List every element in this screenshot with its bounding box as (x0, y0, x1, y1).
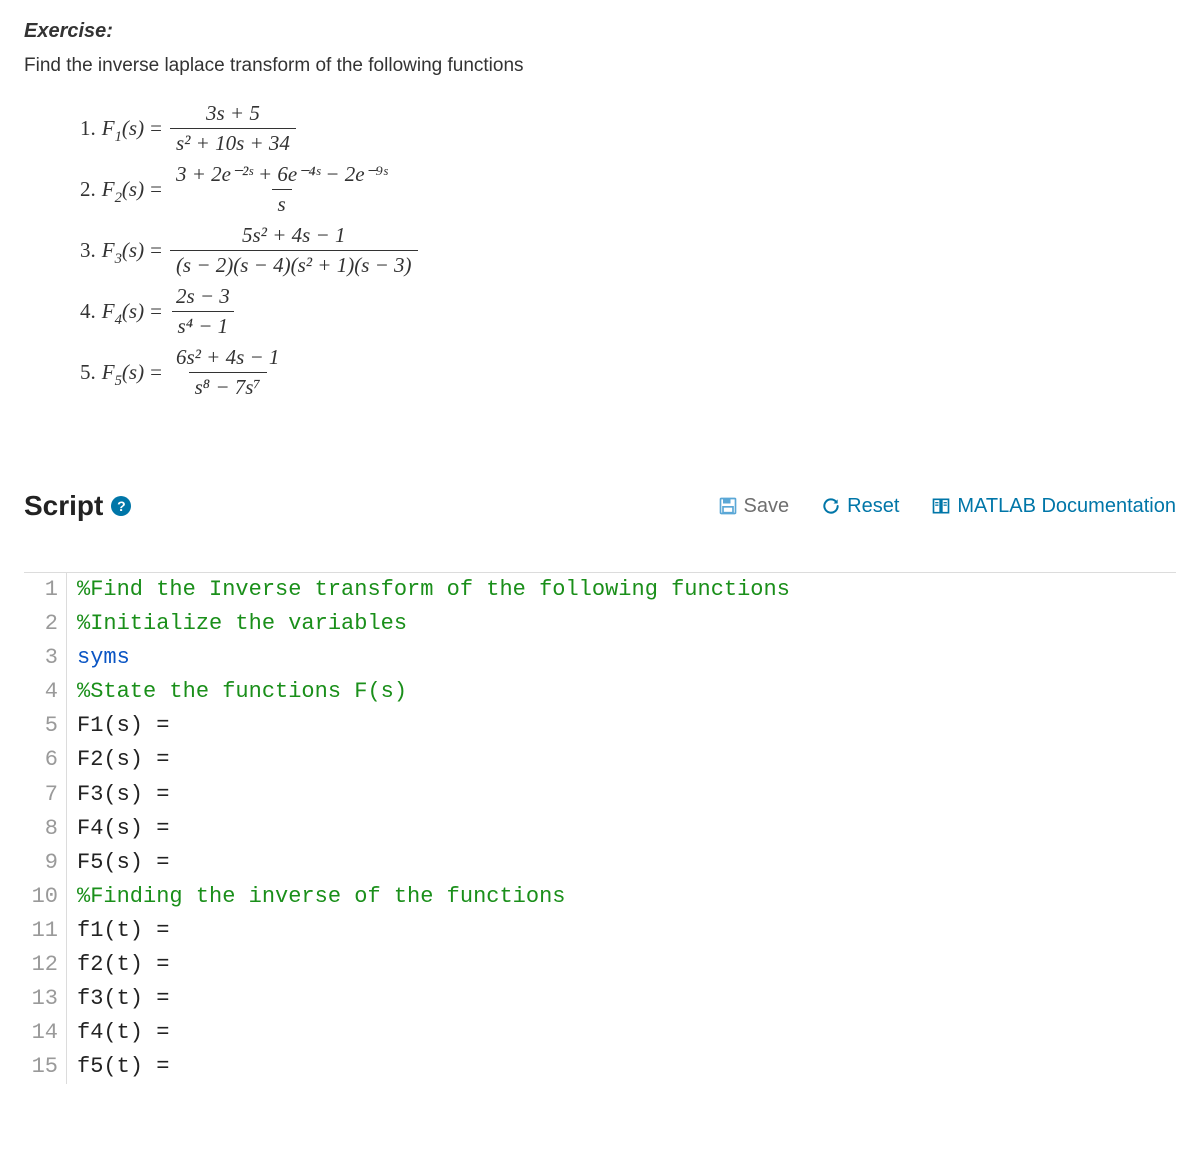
fraction-denominator: (s − 2)(s − 4)(s² + 1)(s − 3) (170, 250, 418, 278)
equation-lhs: F4(s) (102, 299, 144, 324)
code-line[interactable]: 13f3(t) = (24, 982, 1176, 1016)
line-number: 2 (24, 607, 67, 641)
code-text[interactable]: %Finding the inverse of the functions (67, 880, 565, 914)
equation-index: 2. (80, 177, 96, 202)
equation-row: 3.F3(s)= 5s² + 4s − 1(s − 2)(s − 4)(s² + … (80, 223, 1176, 278)
code-text[interactable]: %State the functions F(s) (67, 675, 407, 709)
fraction-denominator: s (272, 189, 292, 217)
code-text[interactable]: f3(t) = (67, 982, 169, 1016)
fraction-denominator: s⁸ − 7s⁷ (189, 372, 267, 400)
docs-button[interactable]: MATLAB Documentation (931, 495, 1176, 518)
exercise-prompt: Find the inverse laplace transform of th… (24, 55, 1176, 77)
fraction-numerator: 3 + 2e⁻²ˢ + 6e⁻⁴ˢ − 2e⁻⁹ˢ (170, 162, 393, 189)
code-text[interactable]: F1(s) = (67, 709, 169, 743)
equation-lhs: F3(s) (102, 238, 144, 263)
fraction-numerator: 5s² + 4s − 1 (236, 223, 351, 250)
fraction-numerator: 6s² + 4s − 1 (170, 345, 285, 372)
line-number: 6 (24, 743, 67, 777)
code-text[interactable]: %Initialize the variables (67, 607, 407, 641)
reset-label: Reset (847, 495, 899, 518)
equation-row: 5.F5(s)= 6s² + 4s − 1s⁸ − 7s⁷ (80, 345, 1176, 400)
script-actions: Save Reset MATLAB Documenta (718, 495, 1176, 518)
code-line[interactable]: 9F5(s) = (24, 846, 1176, 880)
exercise-heading: Exercise: (24, 20, 1176, 43)
code-line[interactable]: 14f4(t) = (24, 1016, 1176, 1050)
equation-row: 4.F4(s)= 2s − 3s⁴ − 1 (80, 284, 1176, 339)
fraction-numerator: 2s − 3 (170, 284, 236, 311)
fraction: 5s² + 4s − 1(s − 2)(s − 4)(s² + 1)(s − 3… (170, 223, 418, 278)
code-line[interactable]: 3syms (24, 641, 1176, 675)
equation-index: 4. (80, 299, 96, 324)
equals-sign: = (150, 299, 162, 324)
help-icon[interactable]: ? (111, 496, 131, 516)
fraction: 2s − 3s⁴ − 1 (170, 284, 236, 339)
line-number: 13 (24, 982, 67, 1016)
code-text[interactable]: F5(s) = (67, 846, 169, 880)
fraction-numerator: 3s + 5 (200, 101, 266, 128)
equation-row: 2.F2(s)= 3 + 2e⁻²ˢ + 6e⁻⁴ˢ − 2e⁻⁹ˢs (80, 162, 1176, 217)
code-line[interactable]: 7F3(s) = (24, 778, 1176, 812)
save-button[interactable]: Save (718, 495, 790, 518)
equals-sign: = (150, 360, 162, 385)
code-line[interactable]: 5F1(s) = (24, 709, 1176, 743)
script-header: Script ? Save Reset (24, 490, 1176, 522)
fraction-denominator: s⁴ − 1 (172, 311, 235, 339)
line-number: 14 (24, 1016, 67, 1050)
docs-label: MATLAB Documentation (957, 495, 1176, 518)
code-text[interactable]: F4(s) = (67, 812, 169, 846)
code-text[interactable]: f2(t) = (67, 948, 169, 982)
equals-sign: = (150, 238, 162, 263)
equation-index: 3. (80, 238, 96, 263)
code-line[interactable]: 4%State the functions F(s) (24, 675, 1176, 709)
equation-index: 1. (80, 116, 96, 141)
book-icon (931, 496, 951, 516)
equation-row: 1.F1(s)= 3s + 5s² + 10s + 34 (80, 101, 1176, 156)
code-line[interactable]: 2%Initialize the variables (24, 607, 1176, 641)
code-text[interactable]: F3(s) = (67, 778, 169, 812)
reset-button[interactable]: Reset (821, 495, 899, 518)
code-line[interactable]: 10%Finding the inverse of the functions (24, 880, 1176, 914)
code-line[interactable]: 8F4(s) = (24, 812, 1176, 846)
code-text[interactable]: f5(t) = (67, 1050, 169, 1084)
equation-list: 1.F1(s)=3s + 5s² + 10s + 342.F2(s)=3 + 2… (80, 101, 1176, 400)
code-editor[interactable]: 1%Find the Inverse transform of the foll… (24, 572, 1176, 1084)
code-text[interactable]: F2(s) = (67, 743, 169, 777)
equals-sign: = (150, 116, 162, 141)
line-number: 8 (24, 812, 67, 846)
code-text[interactable]: f4(t) = (67, 1016, 169, 1050)
equation-lhs: F5(s) (102, 360, 144, 385)
line-number: 12 (24, 948, 67, 982)
code-line[interactable]: 12f2(t) = (24, 948, 1176, 982)
line-number: 15 (24, 1050, 67, 1084)
line-number: 9 (24, 846, 67, 880)
line-number: 10 (24, 880, 67, 914)
fraction: 6s² + 4s − 1s⁸ − 7s⁷ (170, 345, 285, 400)
reset-icon (821, 496, 841, 516)
equation-lhs: F2(s) (102, 177, 144, 202)
line-number: 1 (24, 573, 67, 607)
equation-index: 5. (80, 360, 96, 385)
fraction: 3s + 5s² + 10s + 34 (170, 101, 296, 156)
save-icon (718, 496, 738, 516)
line-number: 7 (24, 778, 67, 812)
code-line[interactable]: 15f5(t) = (24, 1050, 1176, 1084)
line-number: 11 (24, 914, 67, 948)
fraction: 3 + 2e⁻²ˢ + 6e⁻⁴ˢ − 2e⁻⁹ˢs (170, 162, 393, 217)
code-line[interactable]: 11f1(t) = (24, 914, 1176, 948)
equation-lhs: F1(s) (102, 116, 144, 141)
line-number: 4 (24, 675, 67, 709)
code-line[interactable]: 6F2(s) = (24, 743, 1176, 777)
code-line[interactable]: 1%Find the Inverse transform of the foll… (24, 573, 1176, 607)
fraction-denominator: s² + 10s + 34 (170, 128, 296, 156)
code-text[interactable]: f1(t) = (67, 914, 169, 948)
script-title: Script ? (24, 490, 131, 522)
line-number: 5 (24, 709, 67, 743)
script-title-text: Script (24, 490, 103, 522)
code-text[interactable]: syms (67, 641, 130, 675)
save-label: Save (744, 495, 790, 518)
code-text[interactable]: %Find the Inverse transform of the follo… (67, 573, 790, 607)
equals-sign: = (150, 177, 162, 202)
line-number: 3 (24, 641, 67, 675)
